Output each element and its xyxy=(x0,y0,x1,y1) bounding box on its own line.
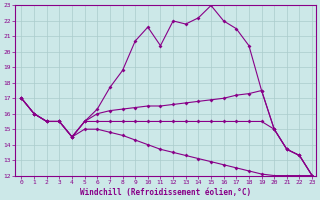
X-axis label: Windchill (Refroidissement éolien,°C): Windchill (Refroidissement éolien,°C) xyxy=(80,188,251,197)
